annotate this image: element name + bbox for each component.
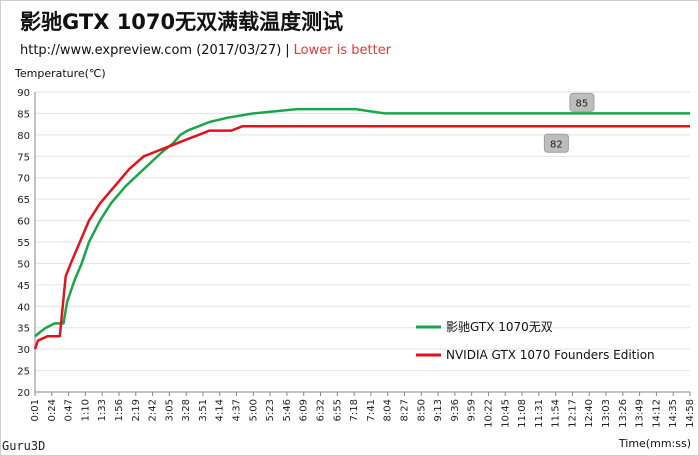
x-tick-label: 9:59 [467,399,478,421]
x-axis-label: Time(mm:ss) [618,437,691,450]
lower-is-better-note: Lower is better [293,43,392,58]
legend-entry: NVIDIA GTX 1070 Founders Edition [446,348,655,362]
chart-subtitle: http://www.expreview.com (2017/03/27) | Lo… [20,43,391,58]
x-tick-label: 7:18 [349,399,360,421]
y-tick-label: 35 [17,324,30,335]
y-tick-label: 25 [17,367,30,378]
x-tick-label: 9:36 [450,399,461,421]
x-tick-label: 0:01 [30,399,41,421]
value-callout-box [543,133,569,153]
x-tick-label: 13:49 [635,399,646,428]
chart-grid [34,91,691,396]
y-axis-label: Temperature(℃) [15,67,106,80]
x-tick-label: 1:10 [80,399,91,421]
x-tick-label: 3:05 [164,399,175,421]
y-tick-label: 40 [17,302,30,313]
value-callout-box [569,92,595,112]
x-tick-label: 1:33 [97,399,108,421]
x-tick-labels: 0:01 0:24 0:47 1:10 1:33 1:56 2:19 2:42 3:05 3:28… [30,399,696,428]
x-tick-label: 7:41 [366,399,377,421]
x-tick-label: 9:13 [433,399,444,421]
x-tick-label: 1:56 [114,399,125,421]
x-tick-label: 6:09 [299,399,310,421]
y-tick-label: 50 [17,259,30,270]
y-tick-label: 65 [17,195,30,206]
x-tick-label: 5:46 [282,399,293,421]
value-callout-label: 85 [576,98,589,109]
x-tick-label: 6:55 [332,399,343,421]
x-tick-label: 3:28 [181,399,192,421]
subtitle-separator: | [285,43,290,58]
y-tick-label: 90 [17,88,30,99]
watermark-logo: Guru3D [2,439,46,453]
x-tick-label: 14:58 [685,399,696,428]
x-tick-label: 8:04 [383,399,394,421]
x-tick-label: 8:27 [399,399,410,421]
x-tick-label: 13:26 [618,399,629,428]
x-tick-label: 12:17 [567,399,578,428]
y-tick-label: 70 [17,174,30,185]
x-tick-label: 11:54 [551,399,562,428]
x-tick-label: 13:03 [601,399,612,428]
value-callout-label: 82 [550,139,563,150]
x-tick-label: 12:40 [584,399,595,428]
value-callouts: 85 82 [543,92,595,153]
x-tick-label: 2:42 [148,399,159,421]
y-tick-label: 45 [17,281,30,292]
legend-entry: 影驰GTX 1070无双 [446,320,553,334]
x-tick-label: 5:23 [265,399,276,421]
x-tick-label: 6:32 [316,399,327,421]
x-tick-label: 3:51 [198,399,209,421]
y-tick-labels: 20 25 30 35 40 45 50 55 60 65 70 75 80 85 90 [17,88,30,399]
x-tick-label: 14:35 [668,399,679,428]
y-tick-label: 80 [17,131,30,142]
y-tick-label: 55 [17,238,30,249]
series-lines [33,107,690,350]
series-line-1 [33,125,690,350]
chart-title: 影驰GTX 1070无双满载温度测试 [20,10,344,34]
x-tick-label: 4:37 [232,399,243,421]
source-url: http://www.expreview.com (2017/03/27) [20,43,282,58]
y-tick-label: 85 [17,109,30,120]
x-tick-label: 11:31 [534,399,545,428]
y-tick-label: 30 [17,345,30,356]
y-tick-label: 60 [17,217,30,228]
x-tick-label: 14:12 [651,399,662,428]
y-tick-label: 75 [17,152,30,163]
x-tick-label: 10:45 [500,399,511,428]
x-tick-label: 4:14 [215,399,226,421]
x-tick-label: 0:47 [64,399,75,421]
y-tick-label: 20 [17,388,30,399]
x-tick-label: 0:24 [47,399,58,421]
x-tick-label: 8:50 [416,399,427,421]
x-tick-label: 10:22 [483,399,494,428]
chart-legend: 影驰GTX 1070无双 NVIDIA GTX 1070 Founders Edi… [416,320,655,362]
series-line-0 [34,107,690,338]
x-tick-label: 5:00 [248,399,259,421]
x-tick-label: 11:08 [517,399,528,428]
x-tick-label: 2:19 [131,399,142,421]
